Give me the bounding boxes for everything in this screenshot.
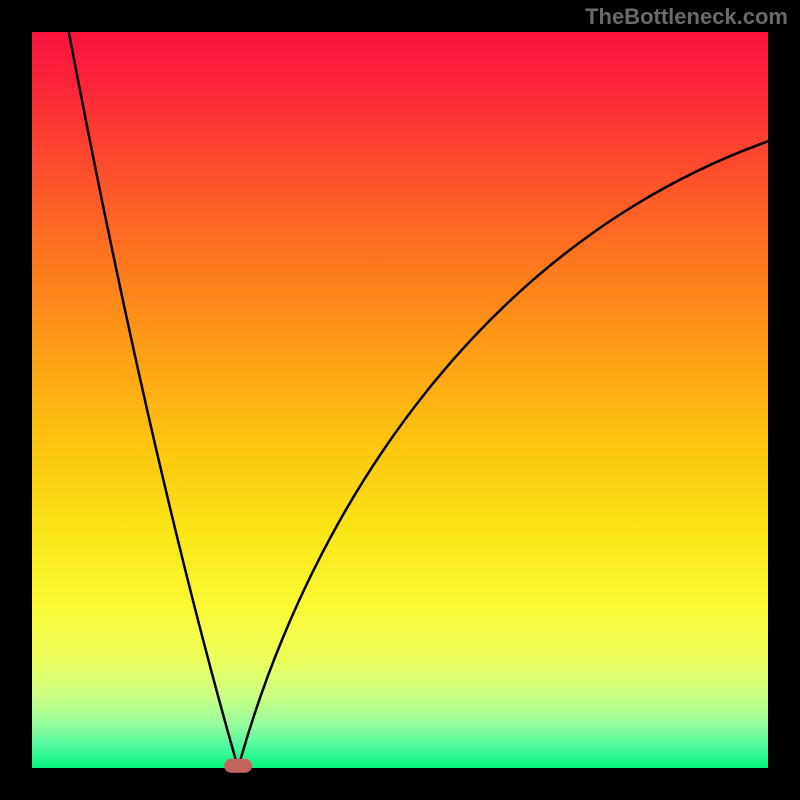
bottleneck-chart [0,0,800,800]
chart-container: TheBottleneck.com [0,0,800,800]
minimum-marker [224,759,252,773]
plot-background [32,32,768,768]
watermark-text: TheBottleneck.com [585,4,788,30]
